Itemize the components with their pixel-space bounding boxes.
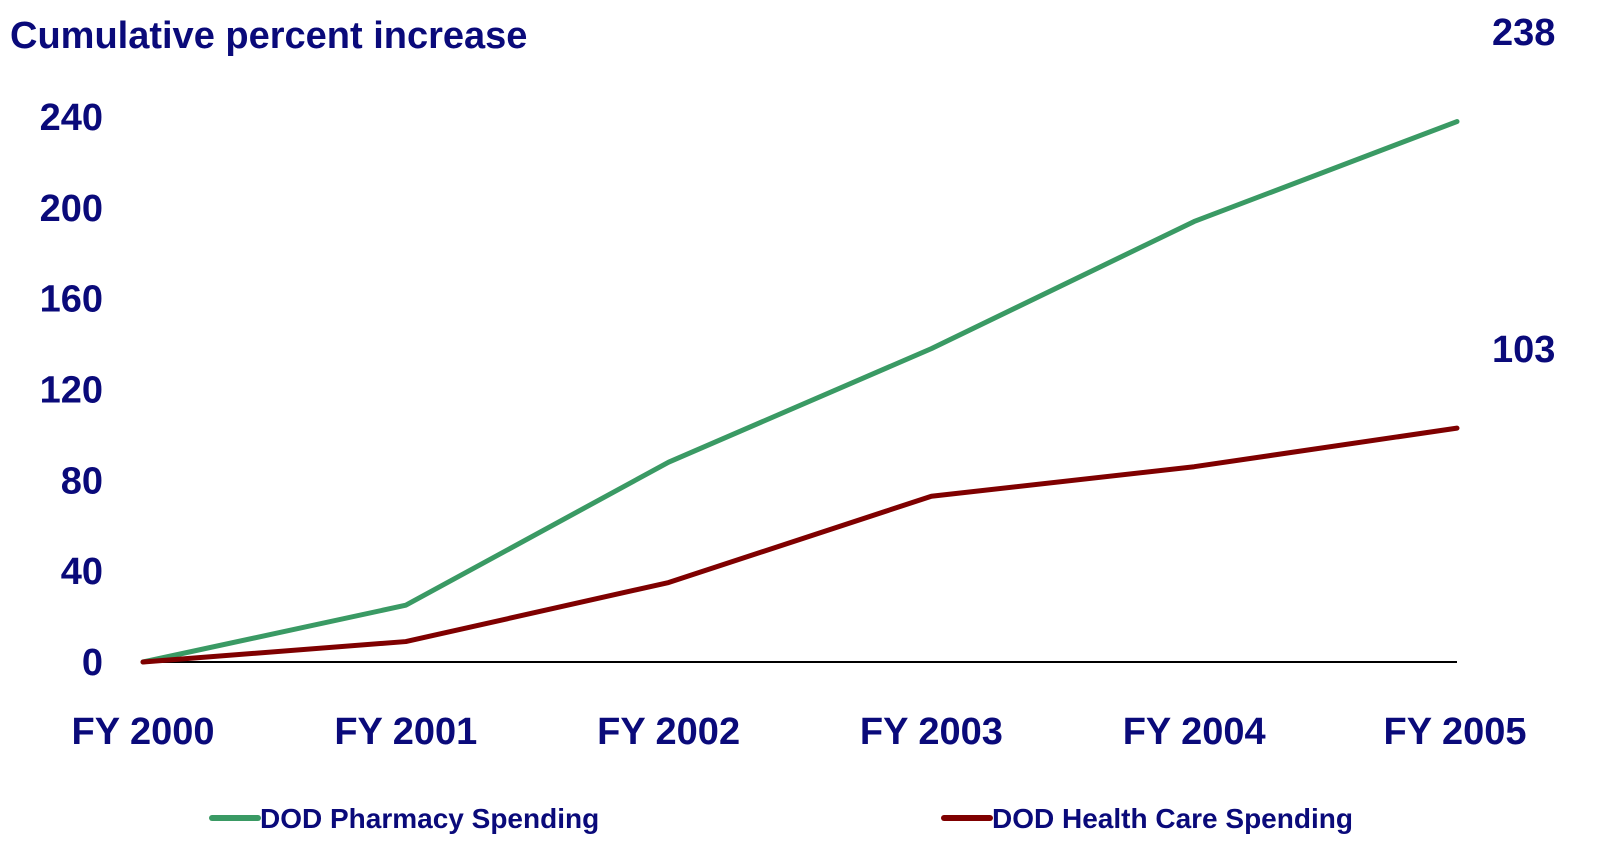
x-tick-label: FY 2000 xyxy=(72,711,215,753)
y-tick-label: 0 xyxy=(82,642,103,684)
x-tick-label: FY 2004 xyxy=(1123,711,1266,753)
x-tick-label: FY 2002 xyxy=(597,711,740,753)
end-value-label: 238 xyxy=(1492,12,1555,54)
y-tick-label: 240 xyxy=(40,97,103,139)
series-lines xyxy=(143,121,1457,662)
y-tick-label: 200 xyxy=(40,188,103,230)
y-tick-label: 80 xyxy=(61,460,103,502)
x-tick-label: FY 2005 xyxy=(1384,711,1527,753)
x-axis: FY 2000 FY 2001 FY 2002 FY 2003 FY 2004 FY 20… xyxy=(72,711,1527,753)
chart-title: Cumulative percent increase xyxy=(10,15,527,57)
y-tick-label: 40 xyxy=(61,551,103,593)
x-tick-label: FY 2003 xyxy=(860,711,1003,753)
legend-label: DOD Health Care Spending xyxy=(992,803,1353,834)
y-tick-label: 160 xyxy=(40,279,103,321)
legend-label: DOD Pharmacy Spending xyxy=(260,803,599,834)
series-line-health-care xyxy=(143,428,1457,662)
end-labels: 238 103 xyxy=(1492,12,1555,371)
end-value-label: 103 xyxy=(1492,329,1555,371)
y-tick-label: 120 xyxy=(40,370,103,412)
y-axis: 0 40 80 120 160 200 240 xyxy=(40,97,103,684)
legend: DOD Pharmacy Spending DOD Health Care Spe… xyxy=(212,803,1353,834)
series-line-pharmacy xyxy=(143,122,1457,662)
x-tick-label: FY 2001 xyxy=(334,711,477,753)
